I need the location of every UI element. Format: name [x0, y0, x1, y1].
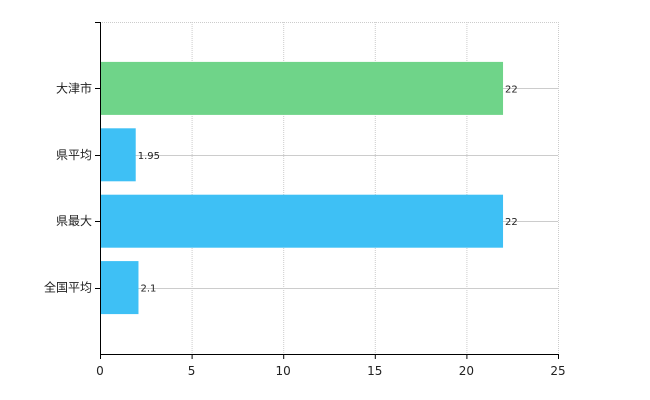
y-tick-label-prefecture-average: 県平均: [56, 148, 92, 162]
axes: [95, 22, 559, 359]
y-tick-label-prefecture-max: 県最大: [56, 214, 92, 228]
bar-prefecture-max: [100, 194, 504, 248]
data-label-national-average: 2.1: [140, 284, 156, 295]
y-tick-label-otsu-city: 大津市: [56, 80, 92, 95]
data-label-prefecture-max: 22: [505, 217, 518, 228]
bar-national-average: [100, 261, 139, 315]
bars: [100, 61, 504, 315]
x-tick-label: 20: [459, 364, 474, 378]
x-tick-label: 25: [550, 364, 565, 378]
x-tick-label: 0: [96, 364, 104, 378]
x-tick-label: 5: [188, 364, 196, 378]
data-label-prefecture-average: 1.95: [138, 151, 160, 162]
bar-otsu-city: [100, 61, 504, 115]
bar-prefecture-average: [100, 128, 136, 182]
x-tick-label: 10: [276, 364, 291, 378]
data-label-otsu-city: 22: [505, 84, 518, 95]
y-tick-label-national-average: 全国平均: [44, 280, 92, 295]
x-tick-label: 15: [367, 364, 382, 378]
